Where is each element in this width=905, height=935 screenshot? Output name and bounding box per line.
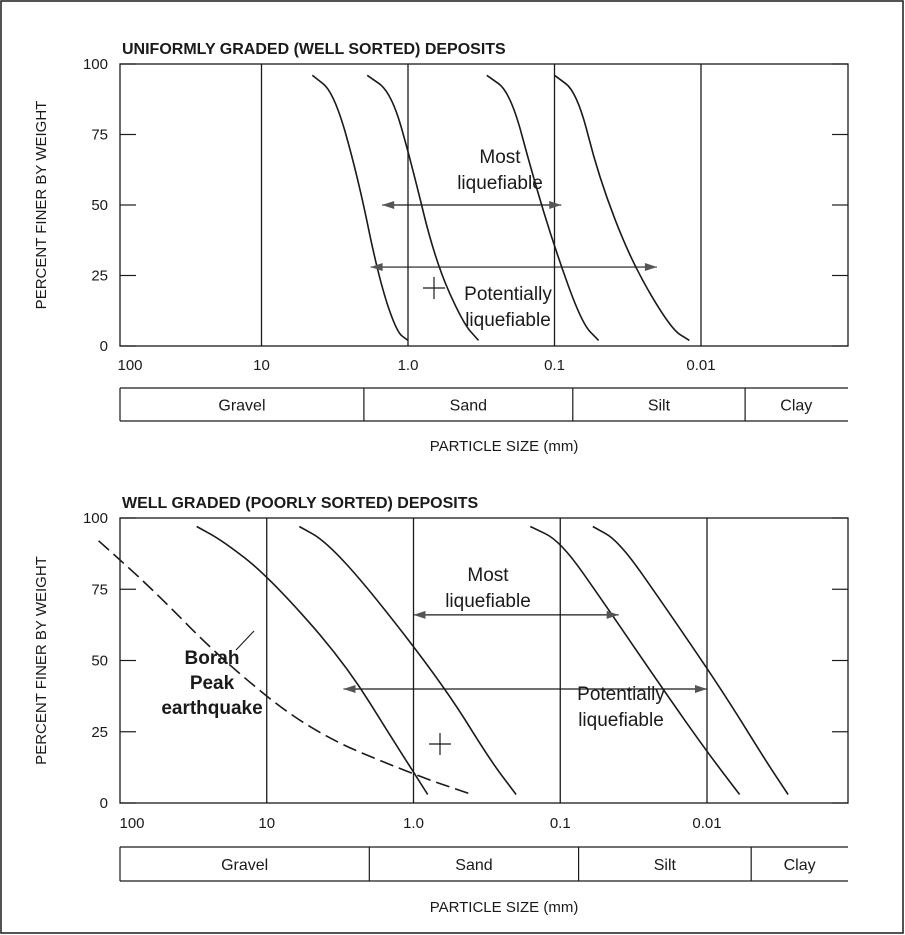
band-gravel: Gravel: [221, 857, 268, 874]
gradation-curve-2: [366, 74, 480, 341]
y-tick-label: 100: [83, 56, 108, 73]
x-tick-label: 100: [119, 815, 144, 832]
band-sand: Sand: [450, 398, 487, 415]
potentially-liquefiable-label: Potentially: [464, 284, 552, 305]
uniform-grading-chart: UNIFORMLY GRADED (WELL SORTED) DEPOSITS 0…: [33, 41, 849, 455]
arrow-head-right: [695, 685, 707, 693]
arrow-head-right: [644, 263, 657, 272]
chart-title: WELL GRADED (POORLY SORTED) DEPOSITS: [122, 495, 479, 512]
gradation-curve-2: [298, 525, 517, 795]
borah-peak-label: Borah: [185, 648, 240, 669]
x-tick-label: 10: [253, 357, 270, 374]
gradation-curve-1: [196, 525, 429, 795]
borah-peak-curve: [98, 540, 473, 796]
size-band-table: Gravel Sand Silt Clay: [119, 387, 848, 422]
chart-title: UNIFORMLY GRADED (WELL SORTED) DEPOSITS: [122, 41, 506, 58]
band-gravel: Gravel: [218, 398, 265, 415]
gradation-curve-4: [554, 74, 690, 342]
x-axis-label: PARTICLE SIZE (mm): [430, 438, 579, 455]
well-graded-chart: WELL GRADED (POORLY SORTED) DEPOSITS 0 25 5…: [33, 495, 849, 916]
x-tick-label: 100: [117, 357, 142, 374]
arrow-head-left: [343, 685, 356, 693]
y-tick-label: 75: [91, 581, 108, 598]
arrow-head-left: [382, 201, 395, 209]
y-tick-label: 100: [83, 510, 108, 527]
borah-peak-label: Peak: [190, 673, 235, 694]
y-axis-label: PERCENT FINER BY WEIGHT: [33, 101, 50, 310]
band-sand: Sand: [455, 857, 492, 874]
y-tick-label: 0: [100, 795, 108, 812]
gradation-curve-3: [529, 525, 741, 795]
band-silt: Silt: [648, 398, 671, 415]
x-axis-label: PARTICLE SIZE (mm): [430, 899, 579, 916]
arrow-head-left: [413, 610, 426, 619]
y-tick-label: 25: [91, 724, 108, 741]
size-band-table: Gravel Sand Silt Clay: [119, 846, 848, 882]
x-tick-label: 0.01: [692, 815, 721, 832]
gradation-curve-3: [486, 74, 600, 341]
y-tick-label: 50: [91, 653, 108, 670]
y-tick-label: 25: [91, 268, 108, 285]
y-tick-label: 0: [100, 338, 108, 355]
band-clay: Clay: [784, 857, 816, 874]
most-liquefiable-label: liquefiable: [457, 173, 543, 194]
arrow-head-left: [370, 263, 383, 272]
gradation-curve-1: [311, 74, 409, 342]
borah-peak-leader: [235, 630, 255, 651]
borah-peak-label: earthquake: [161, 698, 262, 719]
arrow-head-right: [549, 201, 562, 209]
most-liquefiable-label: Most: [467, 565, 509, 586]
band-clay: Clay: [780, 398, 812, 415]
y-tick-label: 50: [91, 197, 108, 214]
gradation-curve-4: [592, 525, 789, 795]
x-tick-label: 1.0: [403, 815, 424, 832]
potentially-liquefiable-label: liquefiable: [465, 310, 551, 331]
most-liquefiable-label: liquefiable: [445, 591, 531, 612]
arrow-head-right: [606, 610, 619, 619]
most-liquefiable-label: Most: [479, 147, 521, 168]
band-silt: Silt: [654, 857, 677, 874]
x-tick-label: 1.0: [398, 357, 419, 374]
x-tick-label: 0.1: [544, 357, 565, 374]
x-tick-label: 10: [258, 815, 275, 832]
potentially-liquefiable-label: liquefiable: [578, 710, 664, 731]
x-tick-label: 0.01: [686, 357, 715, 374]
y-tick-label: 75: [91, 127, 108, 144]
potentially-liquefiable-label: Potentially: [577, 684, 665, 705]
x-tick-label: 0.1: [550, 815, 571, 832]
y-axis-label: PERCENT FINER BY WEIGHT: [33, 556, 50, 765]
